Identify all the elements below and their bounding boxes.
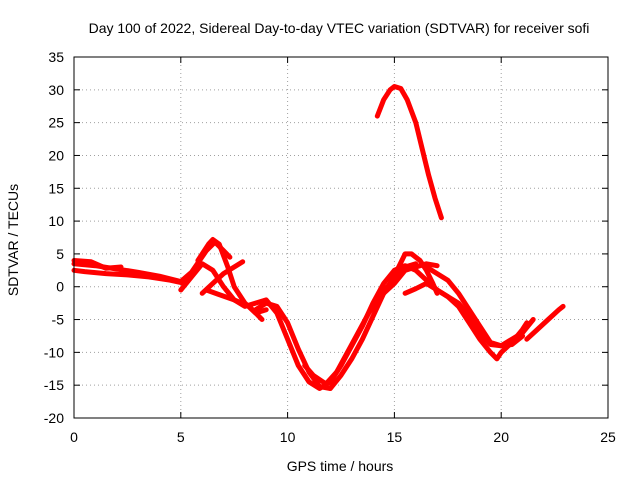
series-sat-k xyxy=(402,280,536,349)
y-tick-label: 25 xyxy=(48,115,64,131)
y-tick-label: -5 xyxy=(52,312,65,328)
plot-frame xyxy=(73,56,609,419)
y-tick-label: 20 xyxy=(48,147,64,163)
y-tick-label: 30 xyxy=(48,82,64,98)
series-group xyxy=(71,84,566,391)
grid xyxy=(74,57,608,418)
x-tick-label: 5 xyxy=(177,429,185,445)
series-sat-m xyxy=(524,303,566,342)
x-tick-label: 25 xyxy=(600,429,616,445)
y-axis-label: SDTVAR / TECUs xyxy=(5,184,21,296)
y-tick-label: 5 xyxy=(56,246,64,262)
series-sat-j xyxy=(381,261,440,296)
series-sat-e xyxy=(199,259,246,296)
x-tick-label: 10 xyxy=(280,429,296,445)
x-tick-label: 15 xyxy=(387,429,403,445)
y-tick-label: 35 xyxy=(48,49,64,65)
y-tick-label: -15 xyxy=(44,377,64,393)
x-tick-label: 0 xyxy=(70,429,78,445)
y-tick-label: 0 xyxy=(56,279,64,295)
series-sat-b xyxy=(71,267,188,286)
y-tick-label: 10 xyxy=(48,213,64,229)
y-tick-label: 15 xyxy=(48,180,64,196)
y-tick-label: -20 xyxy=(44,410,64,426)
series-sat-c xyxy=(71,258,124,271)
series-sat-n xyxy=(374,84,444,221)
x-axis-label: GPS time / hours xyxy=(287,458,394,474)
chart-title: Day 100 of 2022, Sidereal Day-to-day VTE… xyxy=(89,20,590,36)
y-tick-label: -10 xyxy=(44,344,64,360)
series-sat-l xyxy=(423,264,526,349)
ticks: 0 5 10 15 20 25 -20 -15 -10 -5 0 5 10 15 20 25 30 35 xyxy=(44,49,616,445)
x-tick-label: 20 xyxy=(493,429,509,445)
